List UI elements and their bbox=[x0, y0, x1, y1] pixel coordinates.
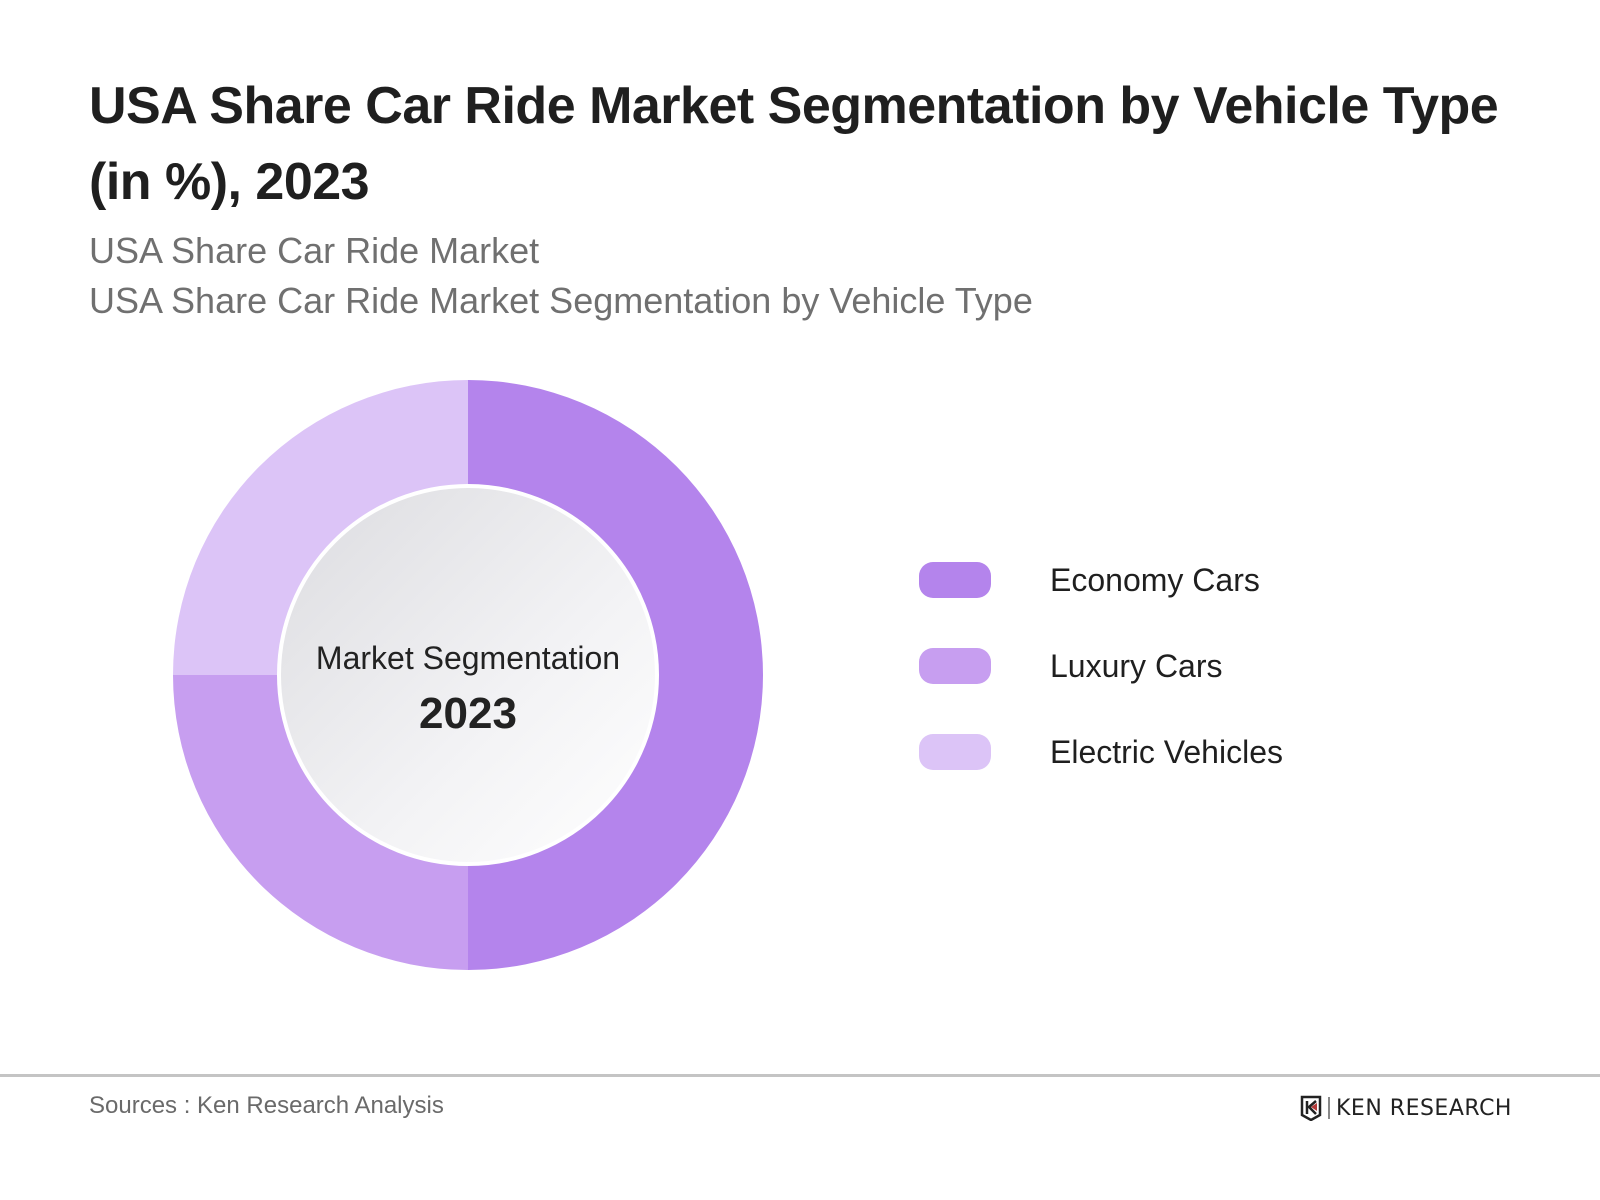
legend-label: Electric Vehicles bbox=[1050, 733, 1283, 770]
slice-luxury-cars bbox=[173, 675, 468, 970]
legend-item-luxury: Luxury Cars bbox=[919, 647, 1223, 685]
legend-label: Economy Cars bbox=[1050, 561, 1260, 598]
center-label: Market Segmentation bbox=[316, 640, 620, 676]
subtitle-2: USA Share Car Ride Market Segmentation b… bbox=[89, 280, 1033, 321]
legend-swatch bbox=[919, 734, 991, 770]
ken-research-logo: KEN RESEARCH bbox=[1300, 1095, 1512, 1121]
subtitle-1: USA Share Car Ride Market bbox=[89, 230, 540, 271]
chart-title: USA Share Car Ride Market Segmentation b… bbox=[89, 77, 1499, 211]
donut-chart: Market Segmentation 2023 bbox=[173, 380, 763, 970]
legend-label: Luxury Cars bbox=[1050, 647, 1223, 684]
legend-swatch bbox=[919, 562, 991, 598]
legend-swatch bbox=[919, 648, 991, 684]
ken-logo-icon bbox=[1300, 1095, 1322, 1121]
center-value: 2023 bbox=[419, 689, 517, 738]
footer-divider bbox=[0, 1074, 1600, 1077]
donut-center bbox=[277, 484, 659, 866]
legend-item-economy: Economy Cars bbox=[919, 561, 1260, 599]
logo-text: KEN RESEARCH bbox=[1336, 1095, 1512, 1121]
slice-economy-cars bbox=[468, 380, 763, 970]
source-note: Sources : Ken Research Analysis bbox=[89, 1092, 444, 1119]
slice-electric-vehicles bbox=[173, 380, 468, 675]
logo-separator bbox=[1328, 1097, 1330, 1119]
legend-item-electric: Electric Vehicles bbox=[919, 733, 1283, 771]
